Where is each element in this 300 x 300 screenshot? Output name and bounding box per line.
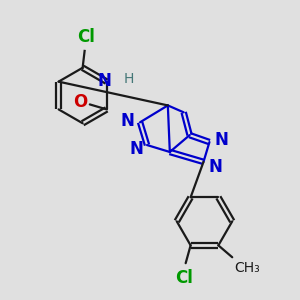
Text: N: N [129,140,143,158]
Text: CH₃: CH₃ [234,261,260,275]
Text: N: N [120,112,134,130]
Text: N: N [214,131,228,149]
Text: N: N [208,158,222,176]
Text: N: N [98,72,111,90]
Text: H: H [123,72,134,86]
Text: Cl: Cl [175,269,193,287]
Text: Cl: Cl [77,28,94,46]
Text: O: O [74,93,88,111]
